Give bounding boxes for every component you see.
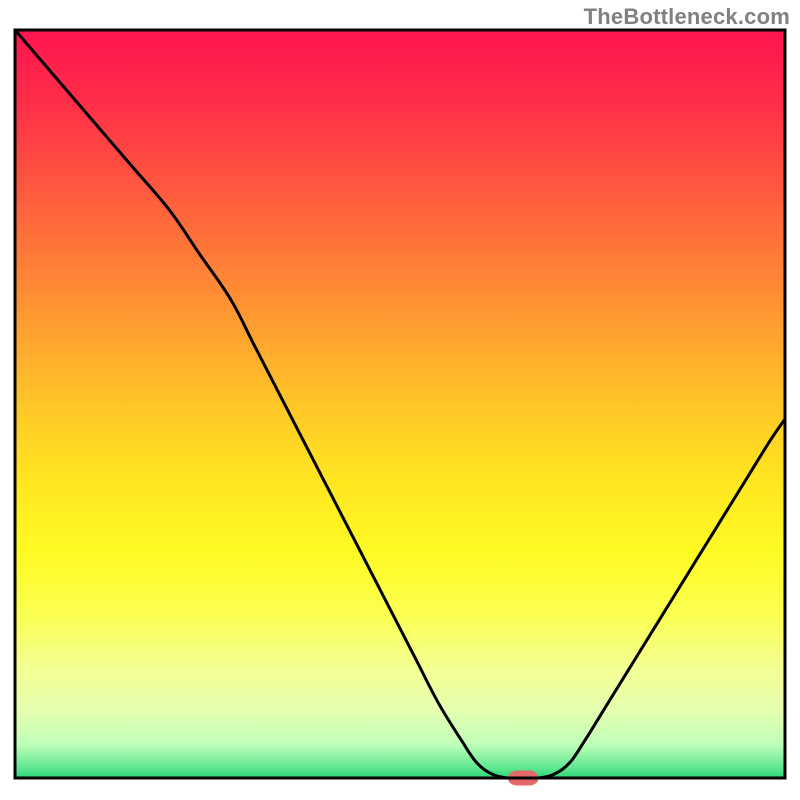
- chart-container: TheBottleneck.com: [0, 0, 800, 800]
- plot-background: [15, 30, 785, 778]
- bottleneck-chart: [0, 0, 800, 800]
